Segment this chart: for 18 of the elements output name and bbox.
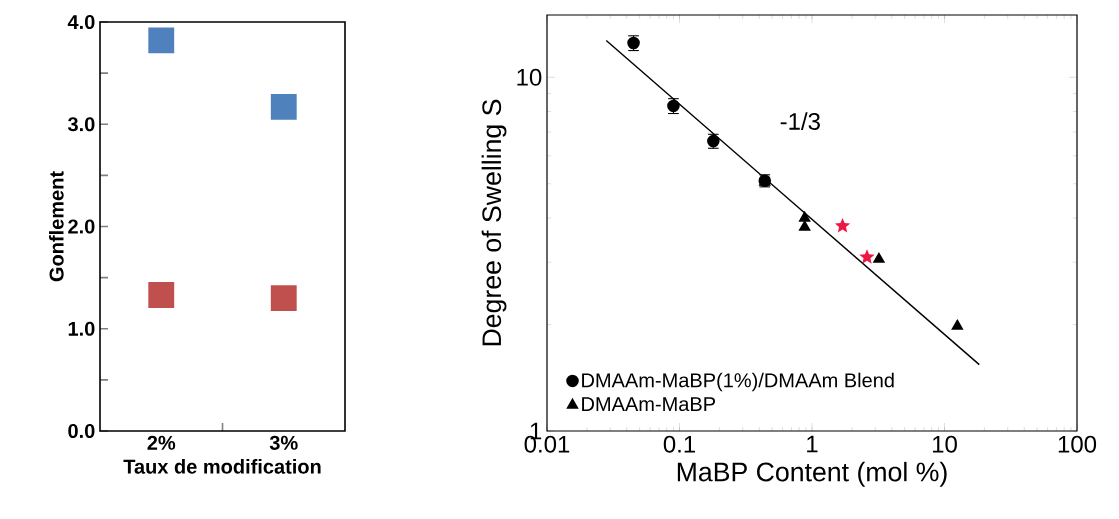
x-tick-label: 2% — [147, 435, 176, 450]
x-tick-label: 0.1 — [663, 435, 696, 453]
legend-label: DMAAm-MaBP(1%)/DMAAm Blend — [582, 372, 894, 392]
legend-label: DMAAm-MaBP — [582, 397, 715, 412]
y-tick-label: 4.0 — [67, 14, 95, 30]
y-axis-title: Gonflement — [48, 171, 64, 282]
y-axis-title: Degree of Swelling S — [481, 99, 507, 346]
x-tick-label: 10 — [932, 435, 957, 453]
x-tick-label: 100 — [1058, 435, 1097, 453]
x-tick-label: 3% — [269, 435, 298, 450]
x-axis-title: MaBP Content (mol %) — [677, 461, 947, 487]
y-tick-label: 2.0 — [68, 219, 95, 234]
x-tick-label: 1 — [807, 435, 818, 453]
annotation: -1/3 — [780, 112, 820, 130]
y-tick-label: 3.0 — [67, 117, 95, 132]
y-tick-label: 1.0 — [68, 321, 95, 336]
x-axis-title: Taux de modification — [123, 459, 321, 474]
y-tick-label: 0.0 — [68, 423, 95, 439]
